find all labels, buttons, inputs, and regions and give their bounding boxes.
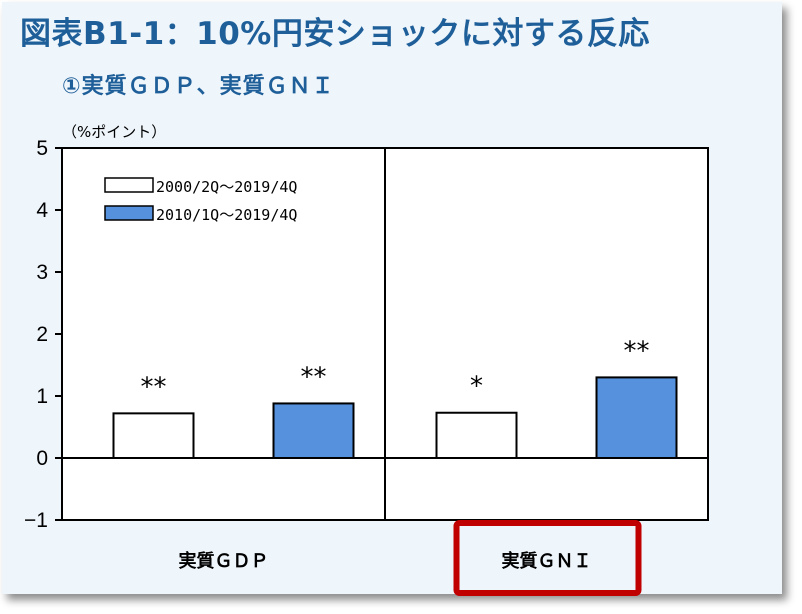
significance-label: ** <box>301 362 327 392</box>
legend-label: 2000/2Q～2019/4Q <box>156 178 297 196</box>
bar <box>435 411 518 459</box>
bar <box>272 402 355 460</box>
y-tick-label: 4 <box>36 199 48 222</box>
highlight-box <box>453 520 642 596</box>
y-tick-label: 1 <box>36 385 48 408</box>
legend-label: 2010/1Q～2019/4Q <box>156 206 297 224</box>
y-tick-label: −1 <box>24 509 48 532</box>
legend-swatch <box>104 205 154 221</box>
category-label: 実質ＧＮＩ <box>502 550 592 572</box>
y-tick-label: 2 <box>36 323 48 346</box>
bar <box>112 412 195 459</box>
legend-swatch <box>104 177 154 193</box>
significance-label: ** <box>624 336 650 366</box>
y-tick-label: 3 <box>36 261 48 284</box>
category-label: 実質ＧＤＰ <box>179 550 269 572</box>
bar <box>595 376 678 459</box>
chart-subtitle: ①実質ＧＤＰ、実質ＧＮＩ <box>62 74 335 99</box>
y-tick-label: 5 <box>36 137 48 160</box>
significance-label: ** <box>141 372 167 402</box>
chart-title: 図表B1-1：10%円安ショックに対する反応 <box>20 16 650 52</box>
y-unit-label: （%ポイント） <box>62 123 166 141</box>
y-tick-label: 0 <box>36 447 48 470</box>
significance-label: * <box>470 372 483 402</box>
